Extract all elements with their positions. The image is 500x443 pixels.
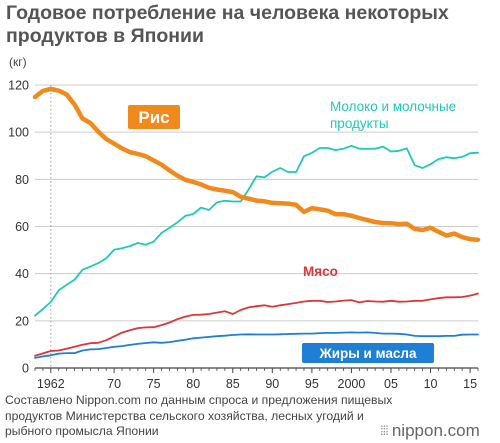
series-label-fats: Жиры и масла [319, 346, 417, 361]
series-label-meat: Мясо [303, 264, 338, 279]
x-tick-label-1970: 70 [107, 377, 121, 391]
y-tick-label-40: 40 [15, 267, 29, 281]
y-tick-label-100: 100 [8, 126, 29, 140]
x-tick-label-1962: 1962 [37, 377, 65, 391]
nippon-logo: ⁞⁞⁞ nippon.com [380, 421, 480, 441]
series-line-milk [35, 146, 478, 316]
series-label-milk-line2: продукты [330, 116, 389, 131]
y-tick-label-60: 60 [15, 220, 29, 234]
x-tick-label-1990: 90 [265, 377, 279, 391]
x-tick-label-1985: 85 [226, 377, 240, 391]
series-label-milk-line1: Молоко и молочные [330, 99, 456, 114]
x-tick-label-2015: 15 [463, 377, 477, 391]
x-tick-label-1975: 75 [147, 377, 161, 391]
source-note: Составлено Nippon.com по данным спроса и… [5, 393, 400, 440]
brand-dots-icon: ⁞⁞⁞ [380, 423, 388, 438]
series-labels: Рис Молоко и молочные продукты Мясо Жиры и м… [128, 99, 456, 363]
series-label-rice: Рис [138, 108, 169, 127]
y-tick-label-120: 120 [8, 79, 29, 93]
x-tick-label-1980: 80 [186, 377, 200, 391]
x-tick-label-2005: 05 [384, 377, 398, 391]
x-tick-label-2000: 2000 [338, 377, 366, 391]
y-tick-label-20: 20 [15, 314, 29, 328]
series-lines [35, 89, 478, 358]
x-tick-label-2010: 10 [424, 377, 438, 391]
x-tick-label-1995: 95 [305, 377, 319, 391]
brand-name: nippon.com [392, 421, 480, 440]
y-tick-label-0: 0 [22, 362, 29, 376]
y-tick-label-80: 80 [15, 173, 29, 187]
